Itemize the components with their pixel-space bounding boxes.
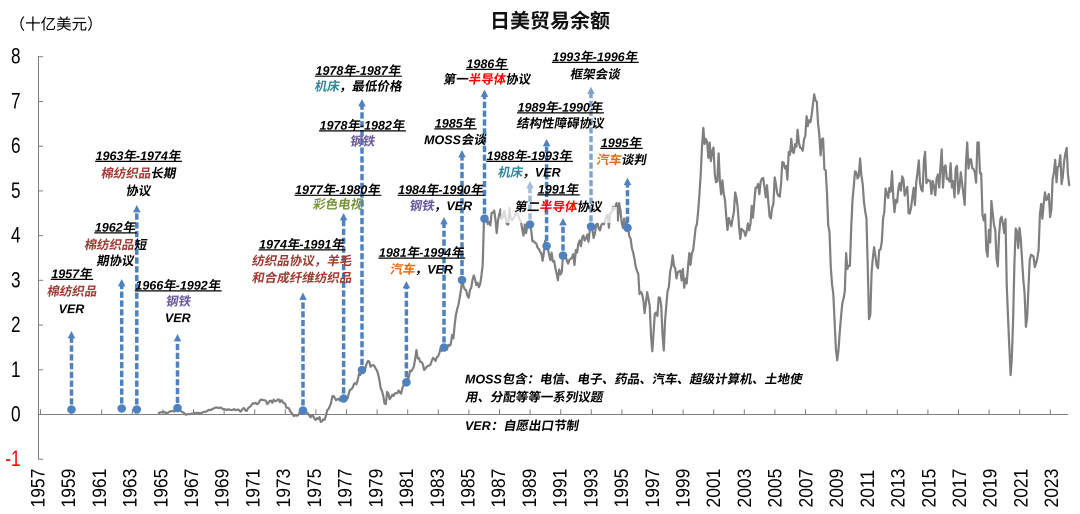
svg-text:2019: 2019 (979, 469, 1001, 508)
svg-text:1985: 1985 (457, 469, 479, 508)
svg-text:1979: 1979 (365, 469, 387, 508)
svg-text:2017: 2017 (948, 469, 970, 508)
svg-text:1961: 1961 (88, 469, 110, 508)
svg-text:2015: 2015 (918, 469, 940, 508)
svg-text:1987: 1987 (488, 469, 510, 508)
svg-text:1989: 1989 (518, 469, 540, 508)
svg-text:2009: 2009 (825, 469, 847, 508)
svg-text:6: 6 (11, 134, 21, 159)
svg-text:1969: 1969 (211, 469, 233, 508)
svg-text:1993: 1993 (580, 469, 602, 508)
svg-text:3: 3 (11, 268, 21, 293)
svg-text:1963: 1963 (119, 469, 141, 508)
svg-text:1997: 1997 (641, 469, 663, 508)
svg-text:4: 4 (11, 224, 21, 249)
svg-text:2007: 2007 (795, 469, 817, 508)
svg-text:8: 8 (11, 45, 21, 70)
svg-text:2013: 2013 (887, 469, 909, 508)
svg-text:2023: 2023 (1041, 469, 1063, 508)
svg-text:1965: 1965 (150, 469, 172, 508)
svg-text:1999: 1999 (672, 469, 694, 508)
svg-text:1977: 1977 (334, 469, 356, 508)
svg-text:2005: 2005 (764, 469, 786, 508)
svg-text:1983: 1983 (426, 469, 448, 508)
svg-text:7: 7 (11, 90, 21, 115)
svg-text:2001: 2001 (703, 469, 725, 508)
svg-text:1995: 1995 (610, 469, 632, 508)
svg-text:1967: 1967 (180, 469, 202, 508)
svg-text:1959: 1959 (57, 469, 79, 508)
svg-text:0: 0 (11, 403, 21, 428)
svg-text:1975: 1975 (303, 469, 325, 508)
svg-text:1957: 1957 (27, 469, 49, 508)
svg-text:2003: 2003 (733, 469, 755, 508)
svg-text:1971: 1971 (242, 469, 264, 508)
svg-text:5: 5 (11, 179, 21, 204)
svg-text:2: 2 (11, 313, 21, 338)
svg-text:1981: 1981 (395, 469, 417, 508)
svg-text:1991: 1991 (549, 469, 571, 508)
svg-text:1973: 1973 (273, 469, 295, 508)
svg-text:-1: -1 (5, 447, 20, 472)
svg-text:2021: 2021 (1010, 469, 1032, 508)
svg-text:1: 1 (11, 358, 21, 383)
svg-text:2011: 2011 (856, 470, 878, 508)
